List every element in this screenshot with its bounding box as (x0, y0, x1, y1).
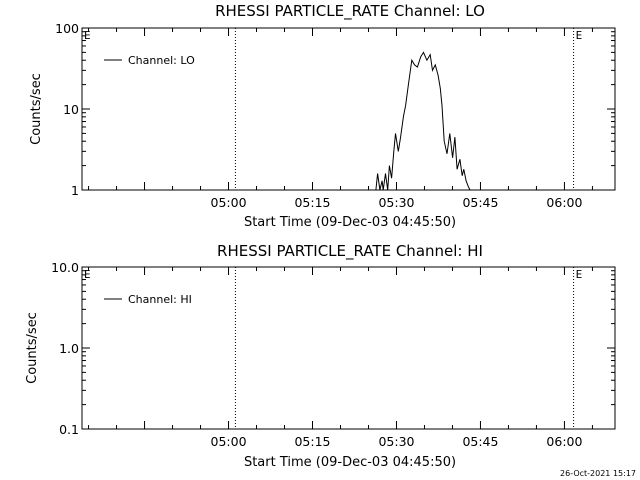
event-marker-hi: E (84, 268, 91, 281)
y-tick-label-hi: 1.0 (59, 341, 79, 356)
plot-area-lo: 05:00 05:15 05:30 05:45 06:00 1 10 100 E E (55, 21, 616, 210)
x-tick-label-lo: 05:30 (378, 195, 414, 210)
event-marker-hi: E (576, 268, 583, 281)
chart-panel-lo: RHESSI PARTICLE_RATE Channel: LO 05:00 05… (29, 2, 616, 230)
y-axis-label-lo: Counts/sec (29, 73, 44, 145)
plot-area-hi: 05:00 05:15 05:30 05:45 06:00 0.1 1.0 10.0 E E (51, 260, 616, 449)
chart-title-hi: RHESSI PARTICLE_RATE Channel: HI (217, 242, 483, 261)
x-tick-label-lo: 05:45 (462, 195, 498, 210)
y-tick-label-lo: 100 (55, 21, 79, 36)
y-tick-label-lo: 1 (71, 183, 79, 198)
y-tick-label-hi: 10.0 (51, 260, 79, 275)
legend-label-lo: Channel: LO (128, 54, 195, 67)
legend-lo: Channel: LO (104, 54, 195, 67)
series-line-lo (375, 51, 471, 191)
y-tick-label-lo: 10 (63, 102, 79, 117)
legend-hi: Channel: HI (104, 293, 192, 306)
event-marker-lo: E (84, 29, 91, 42)
event-marker-lo: E (576, 29, 583, 42)
x-axis-label-lo: Start Time (09-Dec-03 04:45:50) (244, 215, 456, 230)
y-axis-label-hi: Counts/sec (25, 312, 40, 384)
generation-timestamp: 26-Oct-2021 15:17 (560, 469, 636, 478)
plot-frame-lo (81, 27, 616, 191)
y-tick-label-hi: 0.1 (59, 422, 79, 437)
x-tick-label-lo: 06:00 (546, 195, 582, 210)
chart-title-lo: RHESSI PARTICLE_RATE Channel: LO (215, 2, 485, 21)
x-tick-label-hi: 05:30 (378, 434, 414, 449)
x-axis-label-hi: Start Time (09-Dec-03 04:45:50) (244, 455, 456, 470)
plot-frame-hi (81, 266, 616, 430)
x-tick-label-lo: 05:15 (294, 195, 330, 210)
x-tick-label-hi: 05:00 (211, 434, 247, 449)
x-tick-label-hi: 05:15 (294, 434, 330, 449)
chart-panel-hi: RHESSI PARTICLE_RATE Channel: HI 05:00 05… (25, 242, 616, 470)
x-tick-label-hi: 06:00 (546, 434, 582, 449)
legend-label-hi: Channel: HI (128, 293, 192, 306)
x-tick-label-lo: 05:00 (211, 195, 247, 210)
x-tick-label-hi: 05:45 (462, 434, 498, 449)
